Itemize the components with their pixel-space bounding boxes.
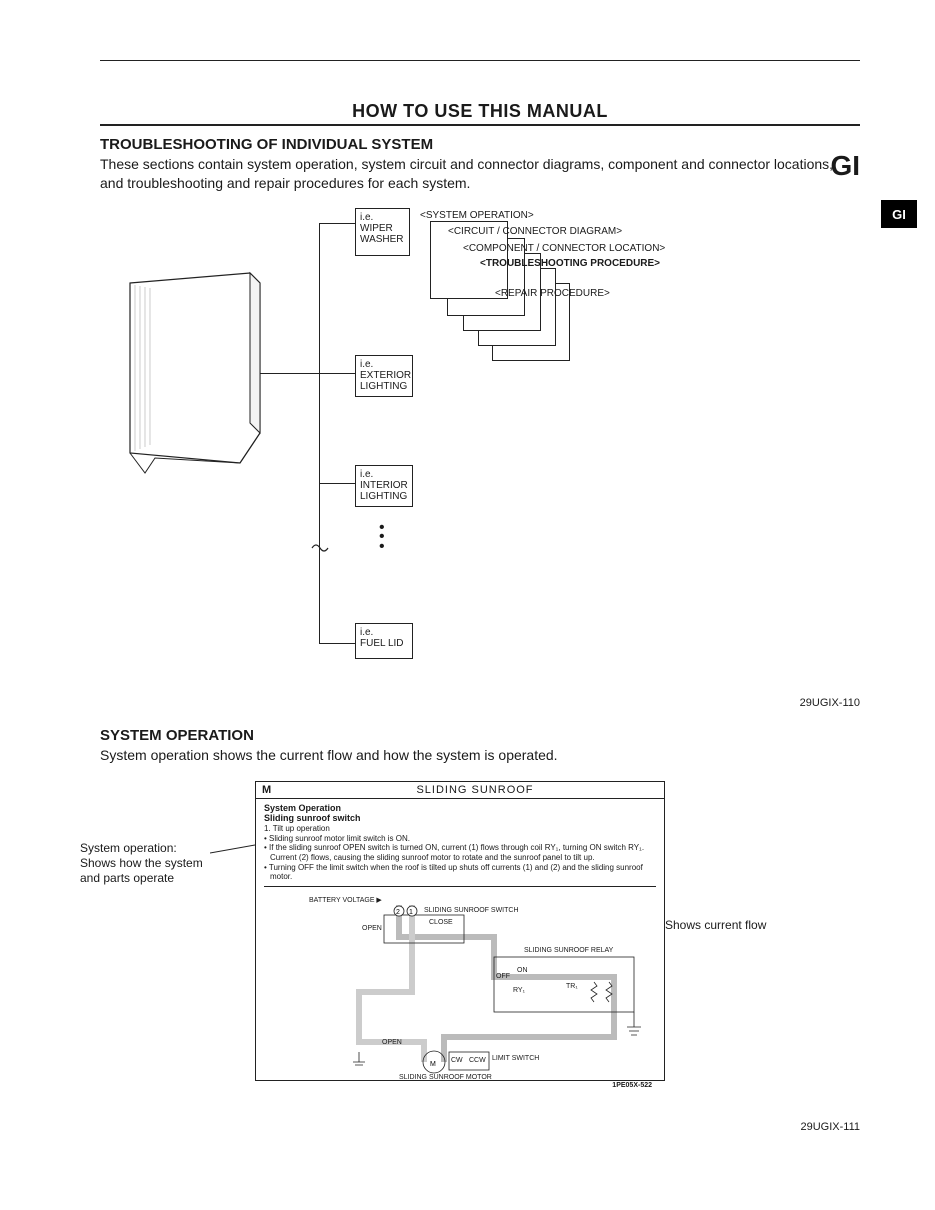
svg-text:1: 1 bbox=[409, 909, 413, 916]
box-fuel: i.e. FUEL LID bbox=[355, 623, 413, 659]
svg-text:2: 2 bbox=[396, 909, 400, 916]
label-component: <COMPONENT / CONNECTOR LOCATION> bbox=[463, 243, 665, 254]
page-title: HOW TO USE THIS MANUAL bbox=[100, 101, 860, 122]
label-circuit: <CIRCUIT / CONNECTOR DIAGRAM> bbox=[448, 226, 622, 237]
label-troubleshoot: <TROUBLESHOOTING PROCEDURE> bbox=[480, 258, 660, 269]
book-icon bbox=[100, 263, 300, 493]
sliding-sunroof-box: M SLIDING SUNROOF System Operation Slidi… bbox=[255, 781, 665, 1081]
figref-2: 29UGIX-111 bbox=[100, 1121, 860, 1133]
side-tab: GI bbox=[881, 200, 917, 228]
squiggle-icon bbox=[310, 538, 330, 558]
section2-heading: SYSTEM OPERATION bbox=[100, 727, 860, 744]
box-exterior: i.e. EXTERIOR LIGHTING bbox=[355, 355, 413, 397]
diagram2: System operation: Shows how the system a… bbox=[100, 771, 800, 1101]
section2-body: System operation shows the current flow … bbox=[100, 746, 860, 765]
annot-left-line bbox=[210, 843, 260, 863]
top-rule bbox=[100, 60, 860, 61]
mbox-header: M SLIDING SUNROOF bbox=[256, 782, 664, 799]
figref-1: 29UGIX-110 bbox=[100, 697, 860, 709]
section-letter: M bbox=[262, 784, 292, 796]
circuit-diagram: M 2 1 bbox=[264, 886, 656, 1081]
diagram1: i.e. WIPER WASHER i.e. EXTERIOR LIGHTING… bbox=[100, 203, 800, 693]
annot-right: Shows current flow bbox=[665, 918, 766, 933]
label-system-op: <SYSTEM OPERATION> bbox=[420, 210, 534, 221]
section1-heading: TROUBLESHOOTING OF INDIVIDUAL SYSTEM bbox=[100, 136, 860, 153]
mbox-body: System Operation Sliding sunroof switch … bbox=[256, 799, 664, 1085]
section-code: GI bbox=[830, 150, 860, 182]
ellipsis-dots: ••• bbox=[379, 523, 385, 552]
annot-left: System operation: Shows how the system a… bbox=[80, 841, 220, 886]
mbox-title: SLIDING SUNROOF bbox=[292, 784, 658, 796]
header-row: HOW TO USE THIS MANUAL bbox=[100, 101, 860, 126]
box-interior: i.e. INTERIOR LIGHTING bbox=[355, 465, 413, 507]
label-repair: <REPAIR PROCEDURE> bbox=[495, 288, 610, 299]
section1-body: These sections contain system operation,… bbox=[100, 155, 860, 193]
svg-text:M: M bbox=[430, 1061, 436, 1068]
